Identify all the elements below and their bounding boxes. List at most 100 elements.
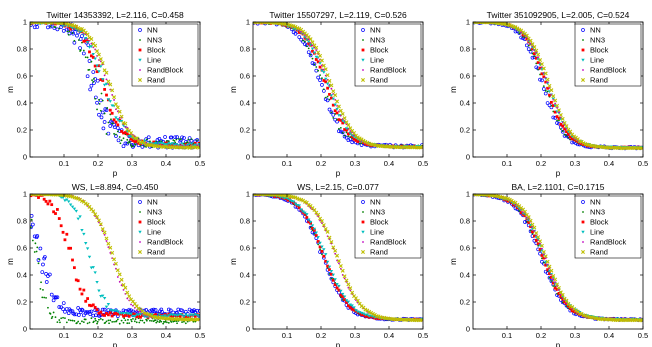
data-point <box>526 215 531 220</box>
data-point <box>344 278 349 283</box>
y-tick-label: 0.6 <box>460 72 470 81</box>
y-tick-label: 0.8 <box>240 45 250 54</box>
data-point <box>331 245 336 250</box>
data-point <box>102 296 107 300</box>
data-point <box>78 308 82 312</box>
data-point <box>53 295 58 299</box>
y-tick-label: 0 <box>246 325 250 334</box>
data-point <box>91 209 96 214</box>
data-point <box>36 246 39 249</box>
data-point <box>560 292 565 297</box>
x-tick-label: 0.2 <box>536 331 546 340</box>
data-point <box>111 321 114 323</box>
data-point <box>33 251 36 253</box>
data-point <box>543 254 548 259</box>
legend-marker <box>138 58 142 62</box>
data-point <box>346 304 350 308</box>
x-tick-label: 0.3 <box>350 331 360 340</box>
data-point <box>52 210 56 214</box>
data-point <box>113 99 115 101</box>
data-point <box>102 230 107 235</box>
data-point <box>288 198 292 202</box>
x-axis-label: p <box>556 169 561 178</box>
data-point <box>339 293 343 297</box>
data-point <box>109 319 112 322</box>
data-point <box>80 308 85 313</box>
x-tick-label: 0.1 <box>282 159 292 168</box>
data-point <box>86 297 90 300</box>
data-point <box>338 263 343 268</box>
plot-frame <box>472 193 644 330</box>
data-point <box>341 292 345 296</box>
data-point <box>536 61 540 64</box>
data-point <box>148 309 152 314</box>
data-point <box>324 77 328 81</box>
data-point <box>348 286 353 291</box>
data-point <box>337 118 341 122</box>
data-point <box>552 110 555 113</box>
data-point <box>549 279 554 283</box>
data-point <box>328 273 331 275</box>
data-point <box>106 303 111 306</box>
data-point <box>114 309 118 313</box>
data-point <box>544 89 547 92</box>
data-point <box>338 127 340 130</box>
legend-entry: Line <box>370 228 384 237</box>
data-point <box>91 70 96 74</box>
data-point <box>166 139 168 142</box>
data-point <box>107 319 110 322</box>
data-point <box>100 61 105 65</box>
data-point <box>129 131 134 135</box>
data-point <box>320 69 324 73</box>
data-point <box>42 197 46 201</box>
data-point <box>146 135 151 140</box>
data-point <box>135 321 138 324</box>
data-point <box>149 140 151 143</box>
data-point <box>133 314 137 318</box>
data-point <box>68 22 73 24</box>
data-point <box>540 254 544 257</box>
legend-marker <box>581 28 585 32</box>
data-point <box>38 246 43 251</box>
legend-entry: RandBlock <box>590 66 627 75</box>
data-point <box>564 124 569 129</box>
data-point <box>328 92 331 96</box>
data-points <box>30 22 200 150</box>
data-point <box>77 39 80 41</box>
data-point <box>548 87 551 89</box>
legend-marker <box>362 69 364 71</box>
data-point <box>532 234 536 238</box>
data-point <box>137 317 140 320</box>
data-point <box>536 52 541 57</box>
plot-frame <box>472 21 644 158</box>
data-point <box>533 55 536 57</box>
data-point <box>101 313 105 317</box>
data-point <box>85 247 90 251</box>
data-point <box>154 313 158 317</box>
data-point <box>79 322 81 325</box>
data-point <box>558 288 560 291</box>
data-point <box>320 249 324 253</box>
legend-marker <box>139 211 141 213</box>
data-point <box>369 310 374 315</box>
y-tick-label: 0.4 <box>460 271 470 280</box>
y-tick-label: 0.4 <box>17 271 27 280</box>
data-point <box>332 116 335 119</box>
data-point <box>54 212 57 215</box>
data-point <box>310 40 315 45</box>
data-point <box>532 225 537 230</box>
data-point <box>82 49 85 52</box>
data-point <box>553 286 557 290</box>
data-point <box>68 308 73 313</box>
data-point <box>93 320 95 323</box>
data-point <box>356 140 360 143</box>
data-point <box>67 318 70 321</box>
data-point <box>570 140 575 145</box>
legend-entry: RandBlock <box>370 66 407 75</box>
data-point <box>30 225 33 230</box>
data-point <box>563 300 567 304</box>
data-point <box>133 312 137 316</box>
y-tick-label: 0.6 <box>460 244 470 253</box>
data-point <box>44 280 49 284</box>
legend-entry: RandBlock <box>147 238 184 247</box>
